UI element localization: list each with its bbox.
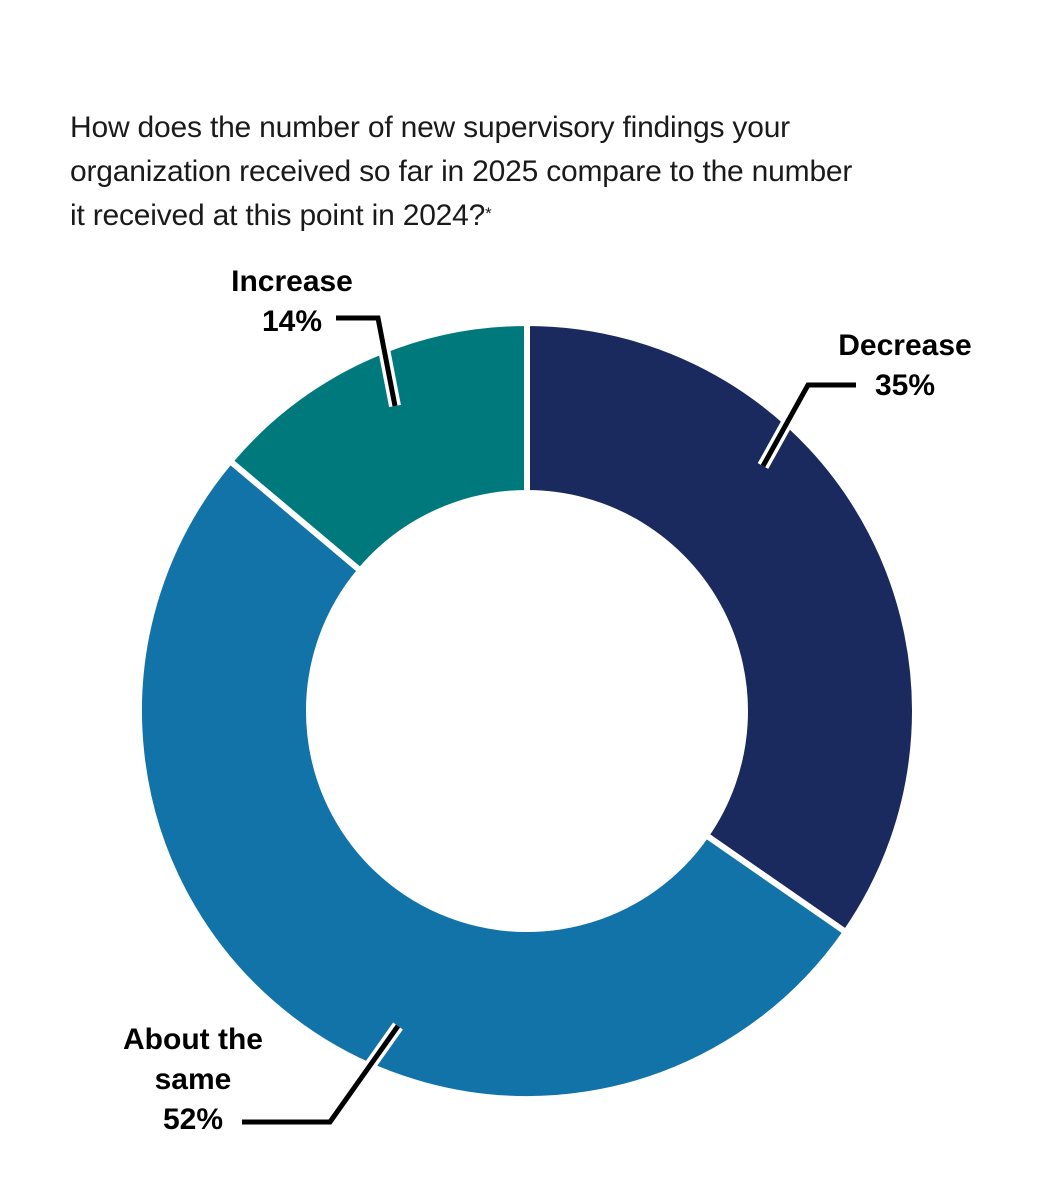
label-decrease: Decrease 35% (795, 326, 1015, 406)
donut-segments (136, 319, 918, 1102)
chart-question-title: How does the number of new supervisory f… (70, 106, 1000, 238)
title-line-2: organization received so far in 2025 com… (70, 155, 853, 188)
title-line-3-text: it received at this point in 2024? (70, 199, 486, 232)
title-line-1: How does the number of new supervisory f… (70, 111, 790, 144)
label-about-the-same-pct: 52% (162, 1103, 224, 1136)
label-increase-pct: 14% (261, 305, 323, 338)
donut-segment-increase (225, 319, 530, 575)
callout-line-about-the-same (242, 1024, 401, 1125)
callout-leader-lines (242, 312, 856, 1128)
callout-line-decrease (760, 382, 856, 468)
label-increase-name: Increase (231, 265, 353, 298)
label-decrease-name: Decrease (838, 329, 972, 362)
label-about-the-same: About the same 52% (108, 1020, 278, 1140)
footnote-asterisk: * (485, 204, 492, 223)
label-about-the-same-name: About the same (123, 1023, 263, 1096)
donut-segment-about-the-same (136, 456, 850, 1102)
callout-line-increase (336, 315, 398, 407)
title-line-3: it received at this point in 2024?* (70, 194, 1000, 238)
label-increase: Increase 14% (192, 262, 392, 342)
label-decrease-pct: 35% (874, 369, 936, 402)
donut-segment-decrease (524, 319, 918, 937)
